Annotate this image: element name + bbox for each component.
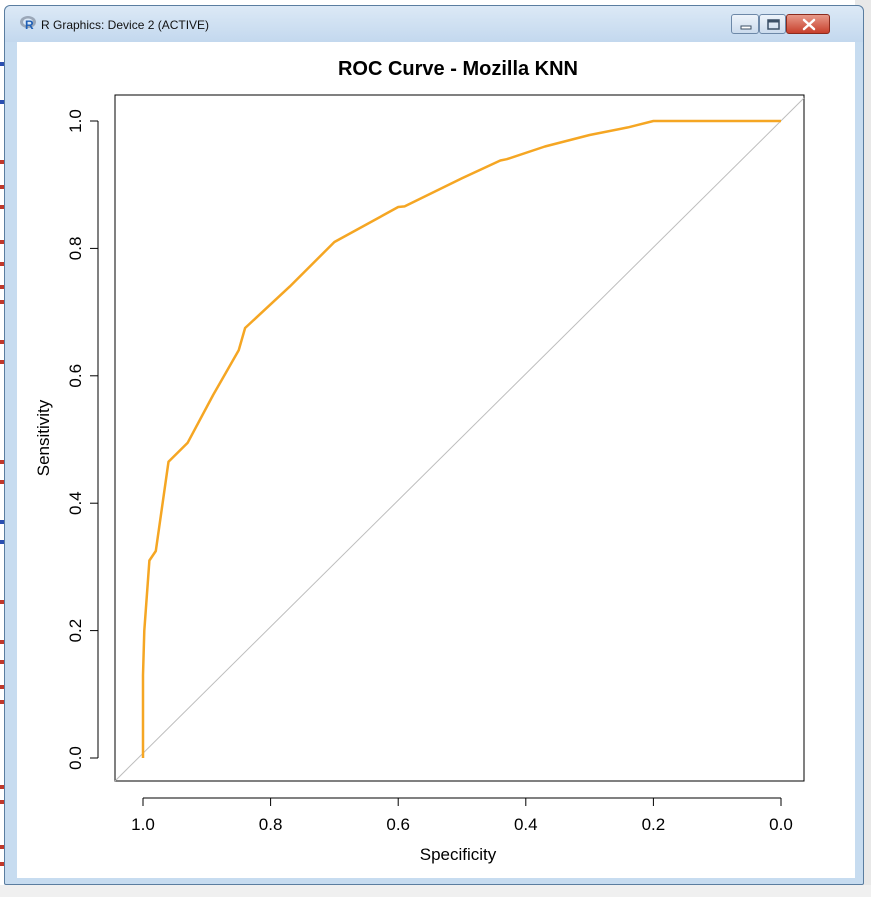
y-tick-label: 0.2 (66, 619, 85, 643)
x-tick-label: 0.0 (769, 815, 793, 834)
reference-diagonal-line (114, 97, 805, 782)
x-tick-label: 0.2 (642, 815, 666, 834)
y-tick-label: 1.0 (66, 109, 85, 133)
y-axis-label: Sensitivity (34, 399, 53, 476)
plot-canvas: ROC Curve - Mozilla KNN 1.0 0.8 0.6 0.4 0.2 0… (17, 42, 855, 878)
x-tick-label: 1.0 (131, 815, 155, 834)
background-console-text-fragments (0, 0, 6, 897)
y-tick-label: 0.0 (66, 746, 85, 770)
x-tick-label: 0.8 (259, 815, 283, 834)
x-tick-label: 0.4 (514, 815, 538, 834)
minimize-button[interactable] (731, 14, 759, 34)
chart-title: ROC Curve - Mozilla KNN (338, 58, 578, 80)
y-tick-label: 0.6 (66, 364, 85, 388)
roc-curve-line (141, 119, 781, 758)
r-logo-icon: R (20, 16, 36, 31)
minimize-icon (740, 25, 752, 30)
y-tick-label: 0.8 (66, 237, 85, 261)
maximize-icon (767, 19, 780, 30)
background-bottom-strip (0, 885, 871, 897)
close-button[interactable] (786, 14, 830, 34)
window-titlebar[interactable]: R R Graphics: Device 2 (ACTIVE) (5, 6, 863, 42)
close-icon (802, 18, 816, 31)
r-graphics-window: R R Graphics: Device 2 (ACTIVE) ROC Curv… (4, 5, 864, 885)
plot-box (114, 94, 805, 782)
window-title: R Graphics: Device 2 (ACTIVE) (41, 18, 210, 32)
x-axis-label: Specificity (420, 845, 497, 864)
maximize-button[interactable] (759, 14, 786, 34)
y-tick-label: 0.4 (66, 491, 85, 515)
x-tick-label: 0.6 (386, 815, 410, 834)
roc-chart: ROC Curve - Mozilla KNN 1.0 0.8 0.6 0.4 0.2 0… (34, 58, 805, 864)
svg-text:R: R (25, 18, 34, 31)
